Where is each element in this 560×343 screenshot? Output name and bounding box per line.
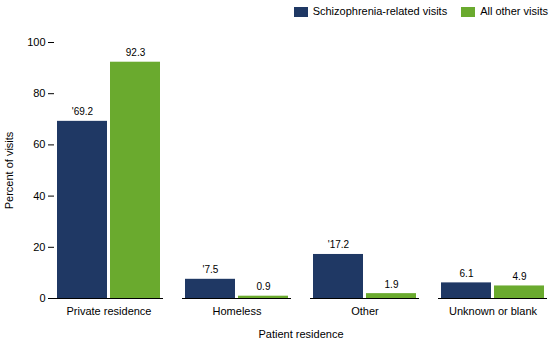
svg-text:Patient residence: Patient residence (259, 328, 344, 340)
svg-text:40: 40 (33, 190, 45, 202)
svg-text:0.9: 0.9 (257, 281, 271, 292)
svg-text:Other: Other (351, 305, 379, 317)
svg-text:92.3: 92.3 (126, 47, 146, 58)
svg-text:'17.2: '17.2 (328, 239, 350, 250)
svg-text:20: 20 (33, 241, 45, 253)
html-text:All other visits: All other visits (480, 5, 548, 17)
svg-text:Unknown or blank: Unknown or blank (449, 305, 538, 317)
html-text:Schizophrenia-related visits: Schizophrenia-related visits (312, 5, 448, 17)
svg-text:1.9: 1.9 (385, 279, 399, 290)
svg-text:'69.2: '69.2 (72, 106, 94, 117)
svg-text:Private residence: Private residence (67, 305, 152, 317)
svg-text:6.1: 6.1 (460, 268, 474, 279)
svg-text:0: 0 (39, 292, 45, 304)
svg-text:'7.5: '7.5 (203, 264, 219, 275)
svg-text:60: 60 (33, 138, 45, 150)
svg-text:Homeless: Homeless (213, 305, 262, 317)
svg-text:4.9: 4.9 (513, 271, 527, 282)
svg-text:80: 80 (33, 87, 45, 99)
svg-text:100: 100 (27, 36, 45, 48)
svg-text:Percent of visits: Percent of visits (3, 131, 15, 209)
